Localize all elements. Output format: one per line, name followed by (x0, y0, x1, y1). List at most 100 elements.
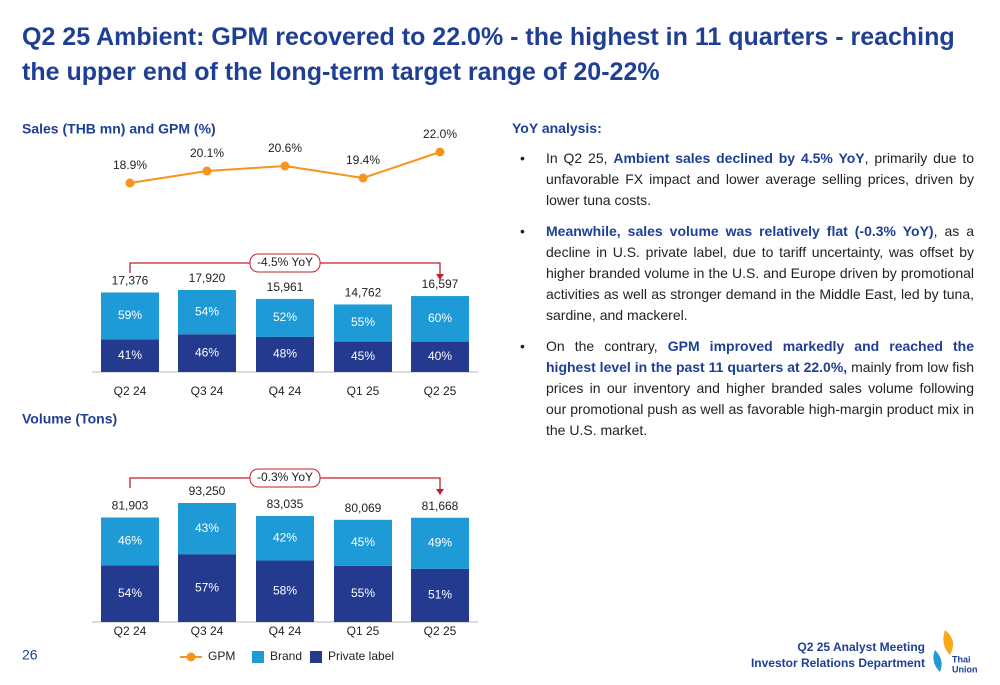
total-label: 16,597 (422, 277, 459, 291)
bar-segment (101, 339, 159, 372)
segment-label: 45% (351, 535, 375, 549)
segment-label: 46% (195, 345, 219, 359)
total-label: 81,668 (422, 499, 459, 513)
annotation-box (249, 468, 321, 488)
chart-title: Volume (Tons) (22, 411, 117, 427)
x-tick-label: Q2 25 (424, 384, 457, 398)
bar-segment (411, 341, 469, 372)
analysis-heading: YoY analysis: (512, 120, 602, 136)
total-label: 14,762 (345, 286, 382, 300)
bar-segment (256, 560, 314, 622)
logo-text: Thai (952, 654, 971, 664)
analysis: YoY analysis: In Q2 25, Ambient sales de… (512, 120, 974, 451)
total-label: 81,903 (112, 499, 149, 513)
text: In Q2 25, (546, 150, 614, 166)
segment-label: 54% (195, 304, 219, 318)
logo-shape (943, 630, 954, 655)
slide-title: Q2 25 Ambient: GPM recovered to 22.0% - … (22, 23, 955, 86)
legend-marker (186, 652, 196, 662)
data-label: 22.0% (423, 127, 457, 141)
logo-text: Union (952, 664, 978, 674)
point (202, 166, 212, 176)
segment-label: 48% (273, 347, 297, 361)
data-label: 19.4% (346, 153, 380, 167)
bar-segment (411, 568, 469, 622)
legend-label: Private label (328, 649, 394, 663)
bar-segment (256, 516, 314, 561)
bold-text: GPM improved markedly and reached the hi… (546, 338, 974, 375)
bar-segment (101, 292, 159, 340)
total-label: 83,035 (267, 497, 304, 511)
x-tick-label: Q3 24 (191, 384, 224, 398)
segment-label: 46% (118, 534, 142, 548)
bar-segment (178, 290, 236, 335)
point (280, 161, 290, 171)
legend-swatch (310, 651, 322, 663)
text: mainly from low fish prices in our inven… (546, 359, 974, 438)
annotation: -4.5% YoY (257, 255, 313, 269)
segment-label: 41% (118, 348, 142, 362)
segment-label: 49% (428, 535, 452, 549)
segment-label: 40% (428, 349, 452, 363)
bullet: In Q2 25, Ambient sales declined by 4.5%… (512, 148, 974, 211)
legend-swatch (252, 651, 264, 663)
footer-event: Q2 25 Analyst Meeting (797, 640, 925, 654)
bar-segment (101, 565, 159, 622)
point (125, 178, 135, 188)
x-tick-label: Q1 25 (347, 624, 380, 638)
bold-text: Meanwhile, sales volume was relatively f… (546, 223, 934, 239)
segment-label: 43% (195, 521, 219, 535)
bar-segment (334, 304, 392, 342)
bullet: Meanwhile, sales volume was relatively f… (512, 221, 974, 326)
segment-label: 58% (273, 583, 297, 597)
segment-label: 54% (118, 586, 142, 600)
bullet: On the contrary, GPM improved markedly a… (512, 336, 974, 441)
bar-segment (178, 334, 236, 372)
chart-title: Sales (THB mn) and GPM (%) (22, 121, 216, 137)
segment-label: 45% (351, 349, 375, 363)
x-tick-label: Q4 24 (269, 624, 302, 638)
bar-segment (178, 554, 236, 622)
annotation: -0.3% YoY (257, 470, 313, 484)
segment-label: 52% (273, 310, 297, 324)
annotation-arrow (436, 489, 444, 495)
x-tick-label: Q1 25 (347, 384, 380, 398)
bar-segment (256, 336, 314, 372)
point (358, 173, 368, 183)
segment-label: 51% (428, 588, 452, 602)
point (435, 147, 445, 157)
legend-label: Brand (270, 649, 302, 663)
bar-segment (256, 298, 314, 337)
segment-label: 60% (428, 311, 452, 325)
segment-label: 55% (351, 315, 375, 329)
logo-shape (933, 650, 942, 672)
x-tick-label: Q2 25 (424, 624, 457, 638)
annotation-arrow (436, 274, 444, 280)
total-label: 17,920 (189, 271, 226, 285)
bar-segment (411, 517, 469, 569)
total-label: 15,961 (267, 280, 304, 294)
bar-segment (411, 296, 469, 342)
text: , primarily due to unfavorable FX impact… (546, 150, 975, 208)
x-tick-label: Q4 24 (269, 384, 302, 398)
bar-segment (334, 565, 392, 622)
bar-segment (334, 341, 392, 372)
segment-label: 42% (273, 530, 297, 544)
x-tick-label: Q2 24 (114, 624, 147, 638)
data-label: 20.1% (190, 146, 224, 160)
x-tick-label: Q2 24 (114, 384, 147, 398)
total-label: 93,250 (189, 484, 226, 498)
segment-label: 57% (195, 580, 219, 594)
footer-department: Investor Relations Department (751, 656, 925, 670)
segment-label: 55% (351, 586, 375, 600)
segment-label: 59% (118, 308, 142, 322)
total-label: 80,069 (345, 501, 382, 515)
data-label: 20.6% (268, 141, 302, 155)
text: On the contrary, (546, 338, 668, 354)
text: , as a decline in U.S. private label, du… (546, 223, 974, 323)
bar-segment (178, 503, 236, 555)
total-label: 17,376 (112, 274, 149, 288)
bar-segment (101, 517, 159, 566)
